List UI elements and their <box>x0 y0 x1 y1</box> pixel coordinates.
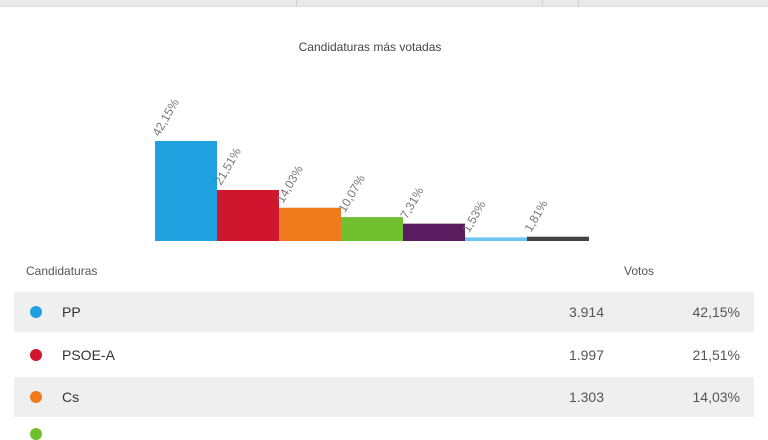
toolbar-segment[interactable] <box>542 0 579 6</box>
bar-data-label: 1,53% <box>459 198 488 235</box>
party-color-dot <box>30 349 42 361</box>
bar[interactable] <box>155 141 217 241</box>
votes-count: 3.914 <box>568 304 604 320</box>
votes-count: 1.303 <box>568 389 604 405</box>
bar[interactable] <box>279 207 341 241</box>
top-toolbar <box>0 0 768 7</box>
header-candidaturas: Candidaturas <box>26 264 98 278</box>
bar-data-label: 1,81% <box>521 197 550 234</box>
votes-count: 1.997 <box>568 347 604 363</box>
party-name: Cs <box>62 389 80 405</box>
bar[interactable] <box>341 217 403 241</box>
party-name: PP <box>62 304 81 320</box>
party-color-dot <box>30 428 42 440</box>
table-row-partial[interactable] <box>14 420 754 440</box>
chart-title: Candidaturas más votadas <box>298 40 442 54</box>
bar-data-label: 42,15% <box>149 96 182 139</box>
party-color-dot <box>30 306 42 318</box>
bar[interactable] <box>527 236 589 241</box>
header-votos: Votos <box>624 264 655 278</box>
party-name: PSOE-A <box>62 347 115 363</box>
bar-data-label: 14,03% <box>273 163 306 206</box>
table-row[interactable]: Cs 1.303 14,03% <box>14 377 754 417</box>
bar-chart: 42,15%21,51% 14,03% 10,07% 7,31% 1,53% 1,81% <box>149 96 589 241</box>
bar[interactable] <box>217 189 279 241</box>
toolbar-segment[interactable] <box>0 0 297 6</box>
bar-data-label: 10,07% <box>335 172 368 215</box>
votes-percent: 14,03% <box>692 389 740 405</box>
bar[interactable] <box>403 223 465 241</box>
table-row[interactable]: PSOE-A 1.997 21,51% <box>14 335 754 375</box>
party-color-dot <box>30 391 42 403</box>
votes-percent: 42,15% <box>692 304 740 320</box>
table-row[interactable]: PP 3.914 42,15% <box>14 292 754 332</box>
votes-percent: 21,51% <box>692 347 740 363</box>
bar-data-label: 7,31% <box>397 184 426 221</box>
bar[interactable] <box>465 237 527 241</box>
toolbar-segment[interactable] <box>296 0 543 6</box>
